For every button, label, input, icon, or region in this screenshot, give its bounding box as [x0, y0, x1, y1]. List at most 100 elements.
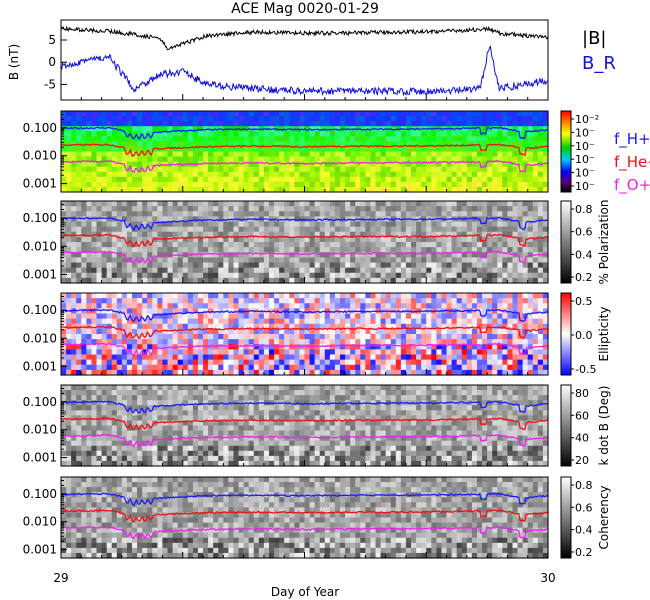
heatmap-cell	[197, 206, 204, 212]
heatmap-cell	[492, 211, 498, 217]
heatmap-cell	[126, 216, 133, 223]
heatmap-cell	[96, 420, 103, 427]
heatmap-cell	[126, 176, 133, 183]
heatmap-cell	[375, 186, 382, 193]
heatmap-cell	[213, 146, 219, 153]
heatmap-cell	[385, 121, 392, 127]
heatmap-cell	[487, 262, 493, 269]
heatmap-cell	[451, 277, 458, 284]
heatmap-cell	[289, 328, 295, 335]
heatmap-cell	[132, 293, 138, 299]
heatmap-cell	[233, 277, 240, 284]
heatmap-cell	[492, 262, 498, 269]
heatmap-cell	[461, 293, 468, 299]
heatmap-cell	[360, 111, 366, 117]
heatmap-cell	[456, 354, 463, 361]
heatmap-cell	[238, 116, 245, 122]
heatmap-cell	[203, 262, 209, 269]
heatmap-cell	[537, 328, 544, 335]
heatmap-cell	[263, 318, 270, 325]
heatmap-cell	[177, 176, 184, 183]
heatmap-cell	[192, 141, 199, 148]
heatmap-cell	[213, 323, 219, 330]
heatmap-cell	[340, 156, 346, 163]
heatmap-cell	[192, 216, 199, 223]
heatmap-cell	[380, 272, 387, 279]
heatmap-cell	[385, 323, 392, 330]
heatmap-cell	[289, 121, 295, 127]
heatmap-cell	[91, 425, 98, 432]
heatmap-cell	[162, 126, 169, 132]
heatmap-cell	[126, 171, 133, 178]
heatmap-cell	[66, 455, 72, 462]
heatmap-cell	[476, 318, 483, 325]
heatmap-cell	[304, 369, 311, 376]
heatmap-cell	[329, 369, 336, 376]
heatmap-cell	[233, 369, 240, 376]
heatmap-cell	[243, 166, 250, 173]
heatmap-cell	[456, 231, 463, 238]
heatmap-cell	[360, 176, 366, 183]
heatmap-cell	[152, 136, 158, 142]
heatmap-cell	[537, 136, 544, 142]
heatmap-cell	[329, 267, 336, 274]
heatmap-cell	[411, 146, 417, 153]
heatmap-cell	[482, 318, 488, 325]
heatmap-cell	[243, 359, 250, 366]
heatmap-cell	[274, 116, 280, 122]
heatmap-cell	[197, 216, 204, 223]
heatmap-cell	[172, 354, 179, 361]
heatmap-cell	[421, 156, 427, 163]
heatmap-cell	[101, 405, 108, 411]
heatmap-cell	[542, 211, 549, 217]
heatmap-cell	[187, 277, 194, 284]
heatmap-cell	[106, 267, 113, 274]
heatmap-cell	[76, 176, 82, 183]
heatmap-cell	[187, 116, 194, 122]
heatmap-cell	[71, 257, 77, 264]
heatmap-cell	[116, 425, 123, 432]
heatmap-cell	[416, 231, 422, 238]
heatmap-cell	[466, 216, 473, 223]
heatmap-cell	[132, 146, 138, 153]
heatmap-cell	[132, 252, 138, 258]
heatmap-cell	[66, 298, 72, 304]
heatmap-cell	[91, 277, 98, 284]
heatmap-cell	[132, 369, 138, 376]
heatmap-cell	[111, 267, 118, 274]
heatmap-cell	[86, 201, 93, 207]
heatmap-cell	[192, 146, 199, 153]
heatmap-cell	[132, 354, 138, 361]
heatmap-cell	[329, 303, 336, 309]
heatmap-cell	[456, 116, 463, 122]
heatmap-cell	[537, 231, 544, 238]
heatmap-cell	[527, 298, 534, 304]
heatmap-cell	[421, 267, 427, 274]
heatmap-cell	[71, 211, 77, 217]
heatmap-cell	[461, 257, 468, 264]
heatmap-cell	[537, 171, 544, 178]
heatmap-cell	[81, 116, 87, 122]
heatmap-cell	[294, 156, 301, 163]
heatmap-cell	[279, 247, 285, 253]
heatmap-cell	[446, 298, 453, 304]
heatmap-cell	[258, 349, 265, 356]
heatmap-cell	[101, 313, 108, 320]
heatmap-cell	[400, 359, 407, 366]
heatmap-cell	[537, 277, 544, 284]
heatmap-cell	[507, 151, 514, 158]
heatmap-cell	[345, 236, 351, 243]
heatmap-cell	[61, 415, 67, 422]
heatmap-cell	[279, 354, 285, 361]
heatmap-cell	[340, 293, 346, 299]
heatmap-cell	[390, 141, 397, 148]
heatmap-cell	[542, 293, 549, 299]
heatmap-cell	[121, 151, 128, 158]
heatmap-cell	[436, 181, 443, 188]
heatmap-cell	[218, 349, 224, 356]
heatmap-cell	[400, 354, 407, 361]
heatmap-cell	[466, 141, 473, 148]
heatmap-cell	[162, 111, 169, 117]
heatmap-cell	[126, 369, 133, 376]
heatmap-cell	[86, 328, 93, 335]
